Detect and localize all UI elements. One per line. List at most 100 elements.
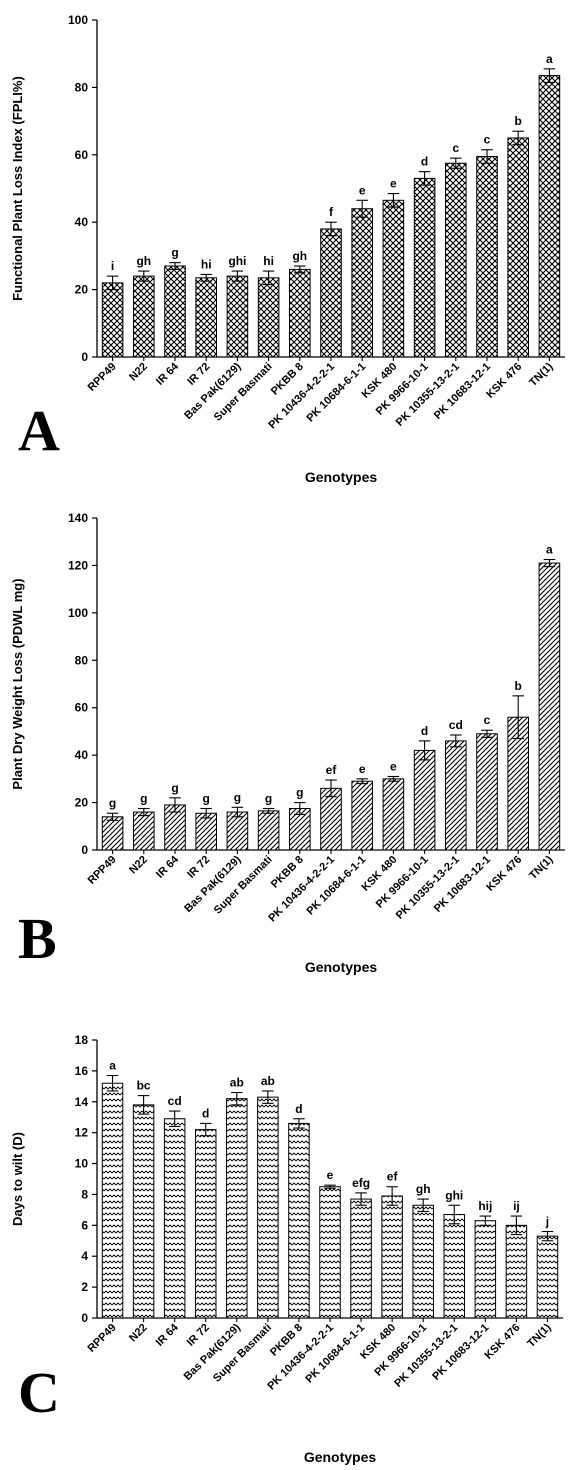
error-bar [293,1118,305,1129]
significance-label: hi [201,257,212,271]
x-tick-label: IR 64 [154,853,182,881]
significance-label: gh [292,249,307,263]
y-tick-label: 0 [81,350,88,364]
error-bar [200,807,212,819]
significance-label: f [329,205,334,219]
y-tick-label: 100 [68,13,88,27]
error-bar [543,68,556,83]
significance-label: a [109,1059,116,1073]
bar [507,137,529,358]
bar [538,75,561,358]
error-bar [543,558,556,568]
significance-label: bc [137,1079,151,1093]
error-bar [138,270,150,282]
y-tick-label: 80 [75,653,89,667]
y-tick-label: 20 [75,796,89,810]
significance-label: ef [326,763,338,777]
significance-label: i [111,259,114,273]
significance-label: c [484,713,491,727]
y-tick-label: 40 [75,215,89,229]
x-tick-label: RPP49 [86,854,119,887]
y-tick-label: 18 [75,1033,89,1047]
significance-label: g [109,796,116,810]
significance-label: d [421,724,428,738]
bar [505,1224,528,1319]
error-bar [199,1122,212,1137]
x-axis-title: Genotypes [305,959,378,975]
x-tick-label: TN(1) [527,853,556,882]
x-tick-label: TN(1) [525,1321,554,1350]
error-bar [168,1110,181,1128]
error-bar [387,193,400,208]
error-bar [106,275,119,291]
significance-label: ab [230,1076,244,1090]
x-tick-label: N22 [127,1322,150,1345]
significance-label: e [327,1168,334,1182]
panel-letter: A [18,398,60,463]
significance-label: a [546,543,553,557]
significance-label: hij [478,1199,492,1213]
x-tick-label: IR 72 [185,1322,212,1349]
significance-label: e [390,759,397,773]
error-bar [356,778,368,785]
error-bar [169,262,181,270]
x-tick-label: N22 [127,854,150,877]
significance-label: g [171,781,178,795]
error-bar [510,1215,523,1236]
bar [413,749,436,851]
y-tick-label: 14 [75,1095,89,1109]
significance-label: d [295,1102,302,1116]
bar [133,811,155,851]
y-tick-label: 6 [81,1218,88,1232]
x-tick-label: N22 [127,361,150,384]
y-tick-label: 0 [81,1311,88,1325]
y-tick-label: 60 [75,148,89,162]
significance-label: efg [352,1176,370,1190]
error-bar [324,1184,336,1189]
significance-label: ij [513,1199,520,1213]
bar [164,265,186,358]
bar [195,277,217,358]
bar [194,1129,217,1319]
x-tick-label: Super Basmati [212,361,275,424]
x-tick-label: TN(1) [527,360,556,389]
y-tick-label: 60 [75,701,89,715]
bar [538,562,561,851]
error-bar [418,171,431,186]
bar [133,275,155,358]
y-tick-label: 10 [75,1157,89,1171]
error-bar [417,1198,429,1212]
bar [288,1122,310,1319]
x-tick-label: RPP49 [86,361,119,394]
error-bar [262,270,275,286]
y-tick-label: 140 [68,511,88,525]
bar [443,1214,466,1319]
error-bar [169,797,181,813]
error-bar [231,270,244,282]
y-tick-label: 0 [81,843,88,857]
error-bar [325,779,337,798]
x-tick-label: RPP49 [86,1322,119,1355]
bar [382,778,405,851]
y-tick-label: 120 [68,558,88,572]
error-bar [481,149,493,164]
error-bar [200,273,212,282]
significance-label: ghi [445,1188,463,1202]
significance-label: e [359,183,366,197]
bar [381,1195,403,1319]
bar [351,208,373,358]
bar [474,1220,497,1319]
significance-label: g [140,792,147,806]
y-tick-label: 4 [81,1249,88,1263]
x-axis-title: Genotypes [305,469,378,485]
bar [536,1235,559,1319]
error-bar [450,157,462,169]
significance-label: g [296,786,303,800]
significance-label: c [484,133,491,147]
y-tick-label: 8 [81,1187,88,1201]
significance-label: cd [168,1094,182,1108]
bar [476,155,498,358]
error-bar [106,812,119,821]
